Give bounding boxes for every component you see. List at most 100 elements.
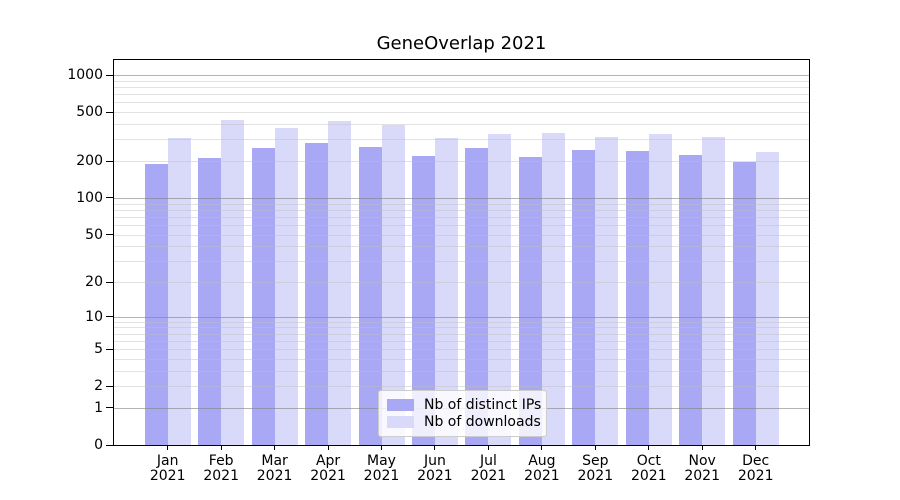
legend-swatch-distinct-ips bbox=[387, 399, 414, 411]
legend: Nb of distinct IPs Nb of downloads bbox=[378, 390, 547, 437]
minor-gridline-700 bbox=[114, 94, 809, 96]
legend-label-distinct-ips: Nb of distinct IPs bbox=[424, 397, 542, 413]
minor-gridline-3 bbox=[114, 370, 809, 372]
x-label-year: 2021 bbox=[203, 468, 239, 484]
x-label-month: Feb bbox=[208, 453, 234, 469]
minor-gridline-60 bbox=[114, 224, 809, 226]
legend-entry-downloads: Nb of downloads bbox=[387, 414, 541, 430]
x-label-year: 2021 bbox=[524, 468, 560, 484]
x-label-month: Mar bbox=[261, 453, 288, 469]
minor-gridline-4 bbox=[114, 358, 809, 360]
x-label-year: 2021 bbox=[684, 468, 720, 484]
bar-nb-of-distinct-ips-nov bbox=[679, 154, 703, 445]
minor-gridline-20 bbox=[114, 282, 809, 283]
x-tick-label-jan: Jan 2021 bbox=[123, 454, 213, 484]
x-tick-jul bbox=[487, 445, 489, 450]
x-tick-oct bbox=[648, 445, 650, 450]
x-tick-feb bbox=[220, 445, 222, 450]
y-tick-1 bbox=[106, 407, 113, 409]
x-label-year: 2021 bbox=[577, 468, 614, 484]
y-tick-10 bbox=[106, 316, 113, 318]
bar-nb-of-distinct-ips-sep bbox=[572, 150, 596, 445]
y-tick-label-10: 10 bbox=[85, 308, 103, 325]
x-tick-label-oct: Oct 2021 bbox=[604, 454, 694, 484]
bar-nb-of-downloads-sep bbox=[595, 136, 619, 445]
y-tick-label-5: 5 bbox=[94, 341, 103, 358]
bar-nb-of-downloads-may bbox=[381, 124, 405, 445]
major-gridline-100 bbox=[114, 197, 809, 199]
bar-nb-of-distinct-ips-feb bbox=[198, 158, 222, 445]
x-label-year: 2021 bbox=[149, 468, 186, 484]
y-tick-200 bbox=[106, 160, 113, 162]
minor-gridline-90 bbox=[114, 203, 809, 205]
x-tick-label-nov: Nov 2021 bbox=[657, 454, 747, 484]
minor-gridline-5 bbox=[114, 349, 809, 351]
x-label-month: Nov bbox=[688, 453, 716, 469]
y-tick-label-20: 20 bbox=[85, 274, 103, 290]
x-tick-nov bbox=[701, 445, 703, 450]
x-tick-label-mar: Mar 2021 bbox=[230, 454, 320, 484]
x-label-year: 2021 bbox=[470, 468, 507, 484]
x-tick-label-aug: Aug 2021 bbox=[497, 454, 587, 484]
minor-gridline-6 bbox=[114, 340, 809, 342]
minor-gridline-9 bbox=[114, 321, 809, 323]
y-tick-1000 bbox=[106, 74, 113, 76]
bar-nb-of-downloads-jul bbox=[488, 134, 512, 445]
x-tick-label-jul: Jul 2021 bbox=[443, 454, 533, 484]
minor-gridline-500 bbox=[114, 112, 809, 114]
bar-nb-of-downloads-oct bbox=[648, 134, 672, 445]
x-tick-sep bbox=[594, 445, 596, 450]
y-tick-50 bbox=[106, 234, 113, 235]
x-label-month: Aug bbox=[528, 453, 556, 469]
minor-gridline-600 bbox=[114, 102, 809, 104]
minor-gridline-70 bbox=[114, 216, 809, 218]
y-tick-2 bbox=[106, 385, 113, 387]
x-label-year: 2021 bbox=[417, 468, 453, 484]
minor-gridline-7 bbox=[114, 333, 809, 335]
x-label-year: 2021 bbox=[630, 468, 667, 484]
y-tick-label-1: 1 bbox=[94, 399, 103, 416]
y-tick-label-200: 200 bbox=[76, 153, 103, 169]
y-tick-5 bbox=[106, 348, 113, 350]
x-label-month: Dec bbox=[742, 453, 770, 469]
minor-gridline-200 bbox=[114, 161, 809, 162]
bar-nb-of-distinct-ips-jul bbox=[465, 148, 489, 445]
bar-nb-of-downloads-aug bbox=[541, 132, 565, 445]
major-gridline-1000 bbox=[114, 75, 809, 76]
x-tick-label-sep: Sep 2021 bbox=[550, 454, 640, 484]
x-tick-label-jun: Jun 2021 bbox=[390, 454, 480, 484]
x-tick-jun bbox=[434, 445, 436, 450]
y-tick-label-1000: 1000 bbox=[67, 67, 103, 83]
minor-gridline-40 bbox=[114, 246, 809, 248]
x-tick-label-dec: Dec 2021 bbox=[711, 454, 801, 484]
x-tick-label-may: May 2021 bbox=[337, 454, 427, 484]
bar-nb-of-distinct-ips-may bbox=[358, 147, 382, 445]
minor-gridline-300 bbox=[114, 139, 809, 141]
y-tick-20 bbox=[106, 281, 113, 283]
bar-nb-of-distinct-ips-oct bbox=[625, 151, 649, 445]
bar-nb-of-downloads-jan bbox=[167, 137, 191, 445]
minor-gridline-50 bbox=[114, 234, 809, 236]
x-label-month: Sep bbox=[582, 453, 609, 469]
bar-nb-of-downloads-mar bbox=[274, 128, 298, 445]
x-tick-label-feb: Feb 2021 bbox=[176, 454, 266, 484]
bar-nb-of-downloads-apr bbox=[328, 121, 352, 445]
bar-nb-of-distinct-ips-jan bbox=[144, 163, 168, 445]
bar-nb-of-distinct-ips-aug bbox=[518, 157, 542, 445]
minor-gridline-80 bbox=[114, 209, 809, 211]
x-tick-dec bbox=[755, 445, 757, 450]
x-tick-jan bbox=[167, 445, 169, 450]
legend-entry-distinct-ips: Nb of distinct IPs bbox=[387, 397, 542, 413]
y-tick-label-0: 0 bbox=[94, 437, 103, 453]
y-tick-0 bbox=[106, 444, 113, 446]
x-label-month: Jul bbox=[479, 453, 497, 469]
legend-swatch-downloads bbox=[387, 416, 414, 428]
x-label-year: 2021 bbox=[310, 468, 346, 484]
x-tick-apr bbox=[327, 445, 329, 450]
bar-nb-of-distinct-ips-mar bbox=[251, 148, 275, 445]
x-label-month: Oct bbox=[636, 453, 661, 469]
minor-gridline-2 bbox=[114, 386, 809, 388]
x-tick-aug bbox=[541, 445, 543, 450]
minor-gridline-800 bbox=[114, 87, 809, 88]
x-label-year: 2021 bbox=[363, 468, 400, 484]
